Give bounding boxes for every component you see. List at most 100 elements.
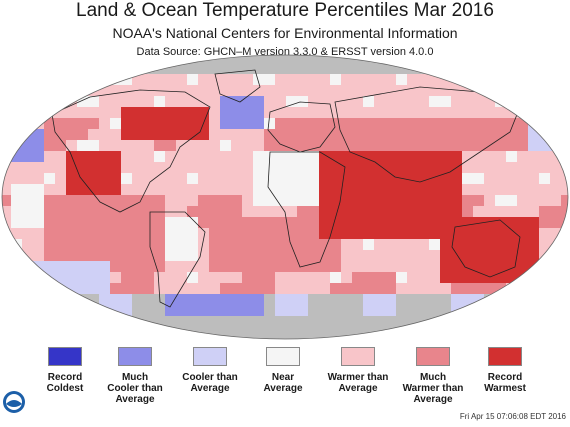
grid-cell xyxy=(11,338,23,339)
grid-cell xyxy=(143,250,155,262)
grid-cell xyxy=(275,162,287,174)
grid-cell xyxy=(55,74,67,86)
grid-cell xyxy=(308,162,320,174)
grid-cell xyxy=(429,206,441,218)
grid-cell xyxy=(308,261,320,273)
grid-cell xyxy=(495,228,507,240)
grid-cell xyxy=(528,162,540,174)
grid-cell xyxy=(88,74,100,86)
grid-cell xyxy=(77,294,89,306)
grid-cell xyxy=(22,283,34,295)
grid-cell xyxy=(385,151,397,163)
grid-cell xyxy=(539,239,551,251)
grid-cell xyxy=(396,327,408,339)
grid-cell xyxy=(66,206,78,218)
grid-cell xyxy=(297,140,309,152)
grid-cell xyxy=(473,118,485,130)
grid-cell xyxy=(374,129,386,141)
grid-cell xyxy=(495,316,507,328)
grid-cell xyxy=(242,63,254,75)
grid-cell xyxy=(473,305,485,317)
grid-cell xyxy=(22,129,34,141)
grid-cell xyxy=(451,151,463,163)
grid-cell xyxy=(451,283,463,295)
grid-cell xyxy=(220,316,232,328)
grid-cell xyxy=(198,316,210,328)
grid-cell xyxy=(506,250,518,262)
legend-label: Near Average xyxy=(263,372,303,394)
grid-cell xyxy=(88,327,100,339)
grid-cell xyxy=(341,129,353,141)
grid-cell xyxy=(330,294,342,306)
grid-cell xyxy=(308,96,320,108)
grid-cell xyxy=(55,162,67,174)
grid-cell xyxy=(77,338,89,339)
grid-cell xyxy=(561,228,568,240)
grid-cell xyxy=(143,96,155,108)
grid-cell xyxy=(385,129,397,141)
grid-cell xyxy=(55,184,67,196)
grid-cell xyxy=(396,151,408,163)
grid-cell xyxy=(319,129,331,141)
grid-cell xyxy=(539,338,551,339)
grid-cell xyxy=(539,250,551,262)
grid-cell xyxy=(209,206,221,218)
grid-cell xyxy=(506,206,518,218)
grid-cell xyxy=(11,206,23,218)
grid-cell xyxy=(451,261,463,273)
grid-cell xyxy=(55,96,67,108)
grid-cell xyxy=(462,327,474,339)
grid-cell xyxy=(187,118,199,130)
grid-cell xyxy=(396,283,408,295)
grid-cell xyxy=(66,173,78,185)
grid-cell xyxy=(297,129,309,141)
grid-cell xyxy=(396,294,408,306)
grid-cell xyxy=(253,327,265,339)
grid-cell xyxy=(341,228,353,240)
grid-cell xyxy=(55,338,67,339)
grid-cell xyxy=(11,327,23,339)
grid-cell xyxy=(143,217,155,229)
grid-cell xyxy=(374,55,386,64)
grid-cell xyxy=(517,129,529,141)
grid-cell xyxy=(165,63,177,75)
grid-cell xyxy=(297,74,309,86)
grid-cell xyxy=(231,118,243,130)
grid-cell xyxy=(275,85,287,97)
grid-cell xyxy=(528,239,540,251)
grid-cell xyxy=(220,338,232,339)
grid-cell xyxy=(2,305,12,317)
grid-cell xyxy=(33,283,45,295)
grid-cell xyxy=(88,272,100,284)
grid-cell xyxy=(154,55,166,64)
grid-cell xyxy=(407,63,419,75)
grid-cell xyxy=(429,151,441,163)
grid-cell xyxy=(55,217,67,229)
grid-cell xyxy=(121,217,133,229)
data-source: Data Source: GHCN–M version 3.3.0 & ERSS… xyxy=(136,46,434,58)
grid-cell xyxy=(143,74,155,86)
grid-cell xyxy=(330,129,342,141)
grid-cell xyxy=(275,63,287,75)
grid-cell xyxy=(77,261,89,273)
grid-cell xyxy=(330,140,342,152)
coast-greenland xyxy=(214,69,261,103)
grid-cell xyxy=(528,184,540,196)
grid-cell xyxy=(308,272,320,284)
grid-cell xyxy=(22,294,34,306)
grid-cell xyxy=(396,261,408,273)
grid-cell xyxy=(231,338,243,339)
grid-cell xyxy=(187,294,199,306)
grid-cell xyxy=(561,316,568,328)
grid-cell xyxy=(550,129,562,141)
grid-cell xyxy=(352,338,364,339)
grid-cell xyxy=(517,74,529,86)
grid-cell xyxy=(154,129,166,141)
grid-cell xyxy=(132,294,144,306)
grid-cell xyxy=(99,239,111,251)
grid-cell xyxy=(495,338,507,339)
grid-cell xyxy=(517,228,529,240)
grid-cell xyxy=(385,338,397,339)
grid-cell xyxy=(198,261,210,273)
grid-cell xyxy=(352,316,364,328)
